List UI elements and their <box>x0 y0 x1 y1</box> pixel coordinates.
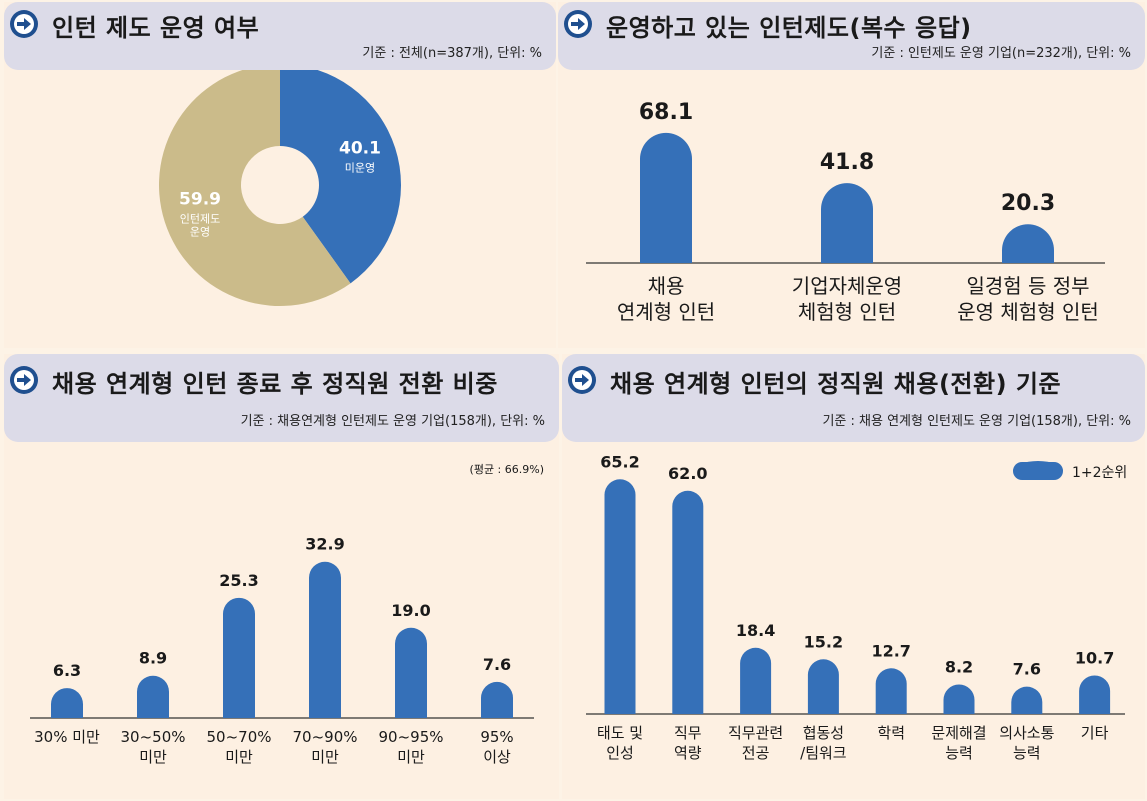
category-label: 30~50% 미만 <box>121 728 186 766</box>
data-label: 19.0 <box>391 601 430 620</box>
panel-basis: 기준 : 채용연계형 인턴제도 운영 기업(158개), 단위: % <box>240 414 545 429</box>
panel-header: 인턴 제도 운영 여부 기준 : 전체(n=387개), 단위: % <box>4 2 556 70</box>
legend-swatch <box>1013 462 1063 480</box>
category-label: 의사소통 능력 <box>999 724 1054 762</box>
panel-title: 운영하고 있는 인턴제도(복수 응답) <box>606 14 972 42</box>
panel-title: 채용 연계형 인턴의 정직원 채용(전환) 기준 <box>610 370 1062 398</box>
data-label: 15.2 <box>804 632 843 651</box>
data-label: 20.3 <box>1001 191 1055 216</box>
bar <box>309 561 341 718</box>
bar-chart: 1+2순위 65.2 태도 및 인성 62.0 직무 역량 18.4 직무관련 전공 15.2 협동성… <box>586 452 1127 762</box>
data-label: 6.3 <box>53 661 81 680</box>
bar <box>604 479 636 714</box>
category-label: 90~95% 미만 <box>379 728 444 766</box>
slice-name-label: 미운영 <box>345 161 375 174</box>
panel-conversion-ratio: 채용 연계형 인턴 종료 후 정직원 전환 비중 기준 : 채용연계형 인턴제도… <box>4 354 559 799</box>
bar-chart: 68.1 채용 연계형 인턴 41.8 기업자체운영 체험형 인턴 20.3 일경험 등 정부… <box>586 100 1105 324</box>
data-label: 32.9 <box>305 535 344 554</box>
bar <box>137 675 169 718</box>
bar <box>1011 686 1043 714</box>
bar <box>1079 675 1111 714</box>
bar <box>821 183 873 263</box>
panel-header: 채용 연계형 인턴 종료 후 정직원 전환 비중 기준 : 채용연계형 인턴제도… <box>4 354 559 442</box>
bar <box>807 659 839 714</box>
slice-name-label: 인턴제도 운영 <box>180 213 220 239</box>
bar <box>1002 224 1054 263</box>
category-label: 태도 및 인성 <box>597 724 643 762</box>
category-label: 50~70% 미만 <box>207 728 272 766</box>
slice-value-label: 40.1 <box>339 138 381 158</box>
data-label: 68.1 <box>639 100 693 125</box>
bar-chart: (평균 : 66.9%) 6.3 30% 미만 8.9 30~50% 미만 25.3 50~7… <box>30 463 544 766</box>
data-label: 8.9 <box>139 649 167 668</box>
category-label: 직무 역량 <box>674 724 702 762</box>
data-label: 65.2 <box>600 452 639 471</box>
panel-basis: 기준 : 전체(n=387개), 단위: % <box>362 46 542 61</box>
panel-intern-operation: 인턴 제도 운영 여부 기준 : 전체(n=387개), 단위: % 40.1 미… <box>4 2 556 348</box>
data-label: 41.8 <box>820 150 874 175</box>
category-label: 학력 <box>877 724 905 742</box>
arrow-right-icon <box>568 366 596 394</box>
pie-slice <box>280 70 401 284</box>
data-label: 18.4 <box>736 621 775 640</box>
data-label: 25.3 <box>219 571 258 590</box>
pie-slice <box>159 70 351 306</box>
category-label: 30% 미만 <box>34 728 100 746</box>
panel-title: 채용 연계형 인턴 종료 후 정직원 전환 비중 <box>52 370 498 398</box>
legend-label: 1+2순위 <box>1072 465 1127 481</box>
category-label: 기업자체운영 체험형 인턴 <box>792 274 902 324</box>
data-label: 62.0 <box>668 464 707 483</box>
bar <box>223 597 255 718</box>
arrow-right-icon <box>564 10 592 38</box>
arrow-right-icon <box>10 366 38 394</box>
panel-header: 채용 연계형 인턴의 정직원 채용(전환) 기준 기준 : 채용 연계형 인턴제… <box>562 354 1145 442</box>
data-label: 7.6 <box>1013 660 1041 679</box>
data-label: 10.7 <box>1075 648 1114 667</box>
category-label: 일경험 등 정부 운영 체험형 인턴 <box>957 274 1099 324</box>
category-label: 95% 이상 <box>480 728 513 766</box>
bar <box>943 684 975 714</box>
donut-chart: 40.1 미운영 59.9 인턴제도 운영 <box>159 70 401 306</box>
bar <box>740 647 772 714</box>
data-label: 7.6 <box>483 655 511 674</box>
panel-basis: 기준 : 채용 연계형 인턴제도 운영 기업(158개), 단위: % <box>822 414 1131 429</box>
panel-title: 인턴 제도 운영 여부 <box>52 14 260 42</box>
category-label: 기타 <box>1081 724 1109 742</box>
panel-basis: 기준 : 인턴제도 운영 기업(n=232개), 단위: % <box>871 46 1131 61</box>
slice-value-label: 59.9 <box>179 190 221 210</box>
bar <box>875 668 907 714</box>
bar <box>672 490 704 714</box>
category-label: 협동성/팀워크 <box>800 724 846 762</box>
average-note: (평균 : 66.9%) <box>470 463 544 476</box>
bar <box>640 132 692 263</box>
data-label: 8.2 <box>945 657 973 676</box>
bar <box>51 688 83 718</box>
category-label: 직무관련 전공 <box>728 724 783 762</box>
category-label: 70~90% 미만 <box>293 728 358 766</box>
panel-hiring-criteria: 채용 연계형 인턴의 정직원 채용(전환) 기준 기준 : 채용 연계형 인턴제… <box>562 354 1145 799</box>
bar <box>395 627 427 718</box>
panel-intern-types: 운영하고 있는 인턴제도(복수 응답) 기준 : 인턴제도 운영 기업(n=23… <box>558 2 1145 348</box>
category-label: 채용 연계형 인턴 <box>617 274 715 324</box>
panel-header: 운영하고 있는 인턴제도(복수 응답) 기준 : 인턴제도 운영 기업(n=23… <box>558 2 1145 70</box>
data-label: 12.7 <box>871 641 910 660</box>
bar <box>481 681 513 718</box>
category-label: 문제해결 능력 <box>931 724 986 762</box>
arrow-right-icon <box>10 10 38 38</box>
